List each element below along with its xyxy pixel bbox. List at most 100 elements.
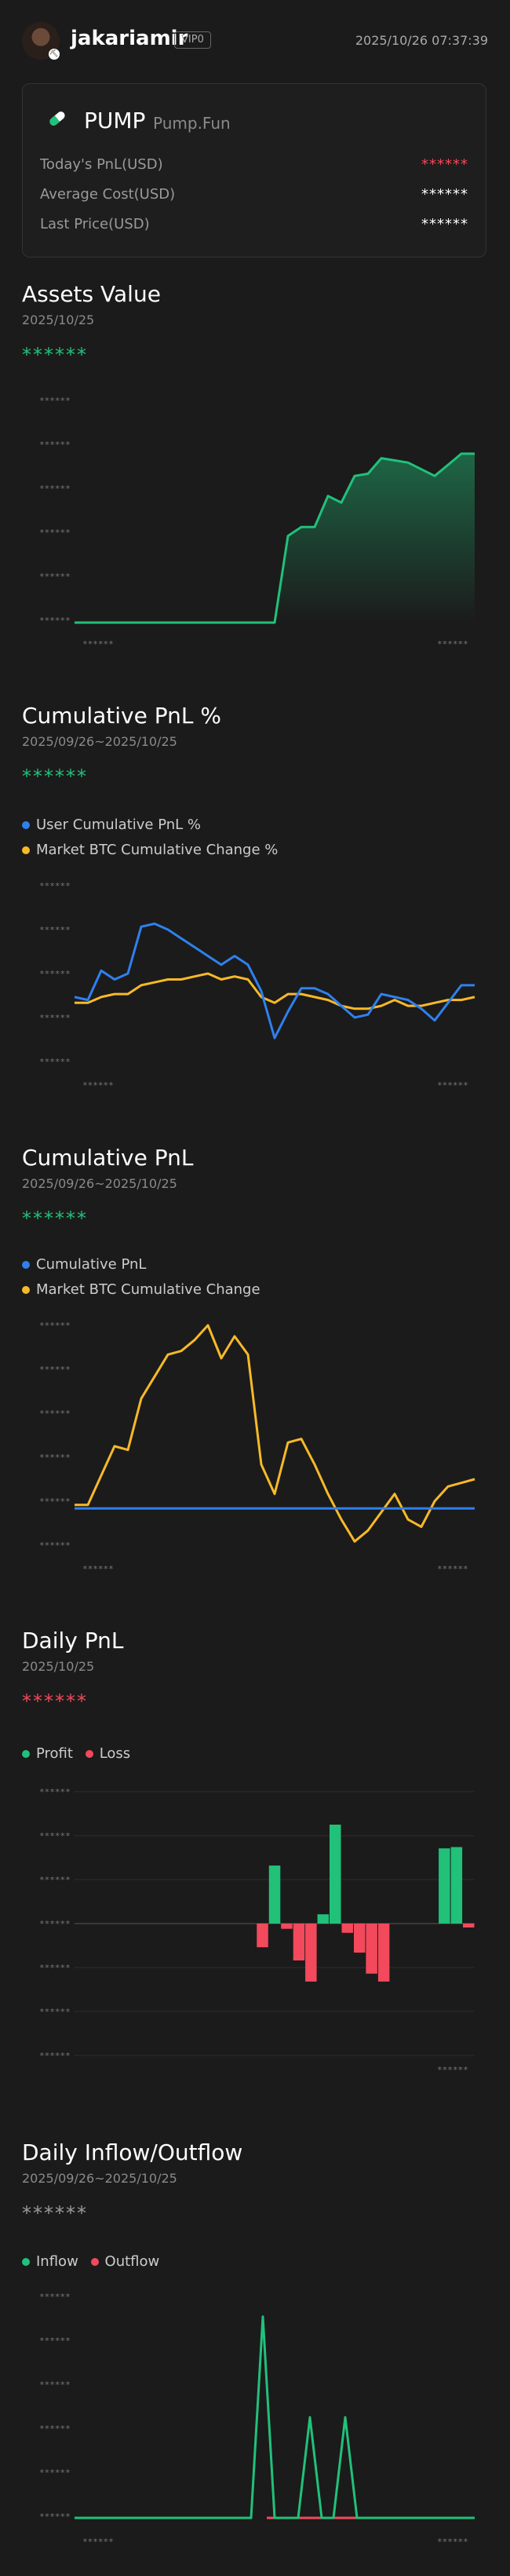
green-dot-icon — [22, 1750, 30, 1758]
timestamp: 2025/10/26 07:37:39 — [355, 33, 488, 48]
y-tick-label: ****** — [39, 2292, 71, 2302]
y-tick-label: ****** — [39, 1963, 71, 1973]
cum-pct-value: ****** — [22, 765, 88, 787]
x-tick-label: ****** — [82, 1080, 114, 1091]
x-tick-label: ****** — [437, 1080, 468, 1091]
daily-value: ****** — [22, 1690, 88, 1712]
pill-icon — [49, 111, 65, 126]
y-tick-label: ****** — [39, 1875, 71, 1885]
legend-user-pct: User Cumulative PnL % — [22, 817, 201, 833]
y-tick-label: ****** — [39, 1365, 71, 1375]
yellow-dot-icon — [22, 846, 30, 854]
y-tick-label: ****** — [39, 2468, 71, 2478]
yellow-dot-icon — [22, 1286, 30, 1294]
y-tick-label: ****** — [39, 2512, 71, 2522]
coin-name: PUMP — [84, 108, 146, 133]
average-cost-label: Average Cost(USD) — [40, 186, 176, 203]
y-tick-label: ****** — [39, 1321, 71, 1331]
cum-pct-chart: ****** ****** ****** ****** ****** ****** ****… — [39, 881, 475, 1091]
daily-pnl-chart: ****** ****** ****** ****** ****** ****** ****… — [39, 1787, 475, 2075]
flow-value: ****** — [22, 2202, 88, 2224]
x-tick-label: ****** — [437, 2065, 468, 2075]
blue-dot-icon — [22, 821, 30, 829]
profit-bar — [450, 1847, 463, 1924]
y-tick-label: ****** — [39, 1831, 71, 1841]
red-dot-icon — [85, 1750, 93, 1758]
legend-market-pnl: Market BTC Cumulative Change — [22, 1281, 260, 1298]
cum-pct-date: 2025/09/26~2025/10/25 — [22, 734, 177, 749]
last-price-value: ****** — [421, 216, 468, 232]
coin-platform: Pump.Fun — [153, 114, 231, 133]
todays-pnl-value: ****** — [421, 156, 468, 173]
flow-title: Daily Inflow/Outflow — [22, 2139, 243, 2165]
cum-pnl-chart: ****** ****** ****** ****** ****** ****** ****… — [39, 1321, 475, 1574]
x-tick-label: ****** — [82, 1564, 114, 1574]
y-tick-label: ****** — [39, 1496, 71, 1507]
y-tick-label: ****** — [39, 2380, 71, 2390]
y-tick-label: ****** — [39, 616, 71, 626]
user-pnl-line — [74, 923, 475, 1040]
todays-pnl-label: Today's PnL(USD) — [40, 156, 163, 173]
average-cost-value: ****** — [421, 186, 468, 203]
y-tick-label: ****** — [39, 969, 71, 979]
y-tick-label: ****** — [39, 925, 71, 935]
y-tick-label: ****** — [39, 2336, 71, 2346]
legend-market-pct: Market BTC Cumulative Change % — [22, 842, 278, 858]
loss-bar — [281, 1924, 293, 1929]
inflow-line — [75, 2315, 475, 2519]
y-tick-label: ****** — [39, 528, 71, 538]
y-tick-label: ****** — [39, 1409, 71, 1419]
blue-dot-icon — [22, 1261, 30, 1269]
y-tick-label: ****** — [39, 2424, 71, 2434]
profit-bar — [268, 1865, 281, 1924]
daily-title: Daily PnL — [22, 1628, 124, 1653]
username: jakariamir — [71, 27, 188, 50]
green-dot-icon — [22, 2258, 30, 2266]
assets-date: 2025/10/25 — [22, 312, 95, 327]
y-tick-label: ****** — [39, 1057, 71, 1067]
y-tick-label: ****** — [39, 2007, 71, 2017]
x-tick-label: ****** — [437, 1564, 468, 1574]
assets-title: Assets Value — [22, 281, 161, 307]
y-tick-label: ****** — [39, 440, 71, 450]
loss-bar — [354, 1924, 366, 1953]
flow-chart: ****** ****** ****** ****** ****** ****** ****… — [39, 2292, 475, 2547]
market-btc-line — [75, 972, 475, 1010]
y-tick-label: ****** — [39, 396, 71, 406]
x-tick-label: ****** — [82, 639, 114, 649]
pickaxe-icon: ⛏ — [49, 49, 60, 60]
assets-chart: ****** ****** ****** ****** ****** ****** ****… — [39, 396, 475, 649]
y-tick-label: ****** — [39, 484, 71, 494]
profit-bar — [317, 1914, 330, 1924]
y-tick-label: ****** — [39, 1919, 71, 1929]
loss-bar — [341, 1924, 353, 1933]
vip-badge: VIP0 — [174, 31, 211, 49]
cum-pct-title: Cumulative PnL % — [22, 703, 221, 729]
legend-user-pnl: Cumulative PnL — [22, 1256, 146, 1273]
y-tick-label: ****** — [39, 572, 71, 582]
cum-pnl-value: ****** — [22, 1208, 88, 1230]
y-tick-label: ****** — [39, 1452, 71, 1463]
assets-value: ****** — [22, 344, 88, 366]
y-tick-label: ****** — [39, 1787, 71, 1797]
assets-area — [75, 453, 475, 623]
assets-line — [75, 452, 475, 624]
loss-bar — [293, 1924, 305, 1960]
cum-pnl-date: 2025/09/26~2025/10/25 — [22, 1176, 177, 1191]
flow-date: 2025/09/26~2025/10/25 — [22, 2171, 177, 2186]
profit-bar — [330, 1825, 341, 1924]
legend-inflow-outflow: Inflow Outflow — [22, 2253, 159, 2270]
profit-bar — [439, 1848, 450, 1924]
daily-date: 2025/10/25 — [22, 1659, 95, 1674]
market-btc-line — [75, 1324, 475, 1543]
loss-bar — [463, 1924, 475, 1927]
legend-profit-loss: Profit Loss — [22, 1745, 130, 1762]
last-price-label: Last Price(USD) — [40, 216, 150, 232]
loss-bar — [305, 1924, 317, 1982]
x-tick-label: ****** — [82, 2537, 114, 2547]
loss-bar — [377, 1924, 390, 1982]
y-tick-label: ****** — [39, 1013, 71, 1023]
coin-card: PUMP Pump.Fun Today's PnL(USD) ****** Av… — [22, 83, 486, 258]
y-tick-label: ****** — [39, 881, 71, 891]
header: ⛏ jakariamir VIP0 2025/10/26 07:37:39 — [0, 0, 510, 79]
